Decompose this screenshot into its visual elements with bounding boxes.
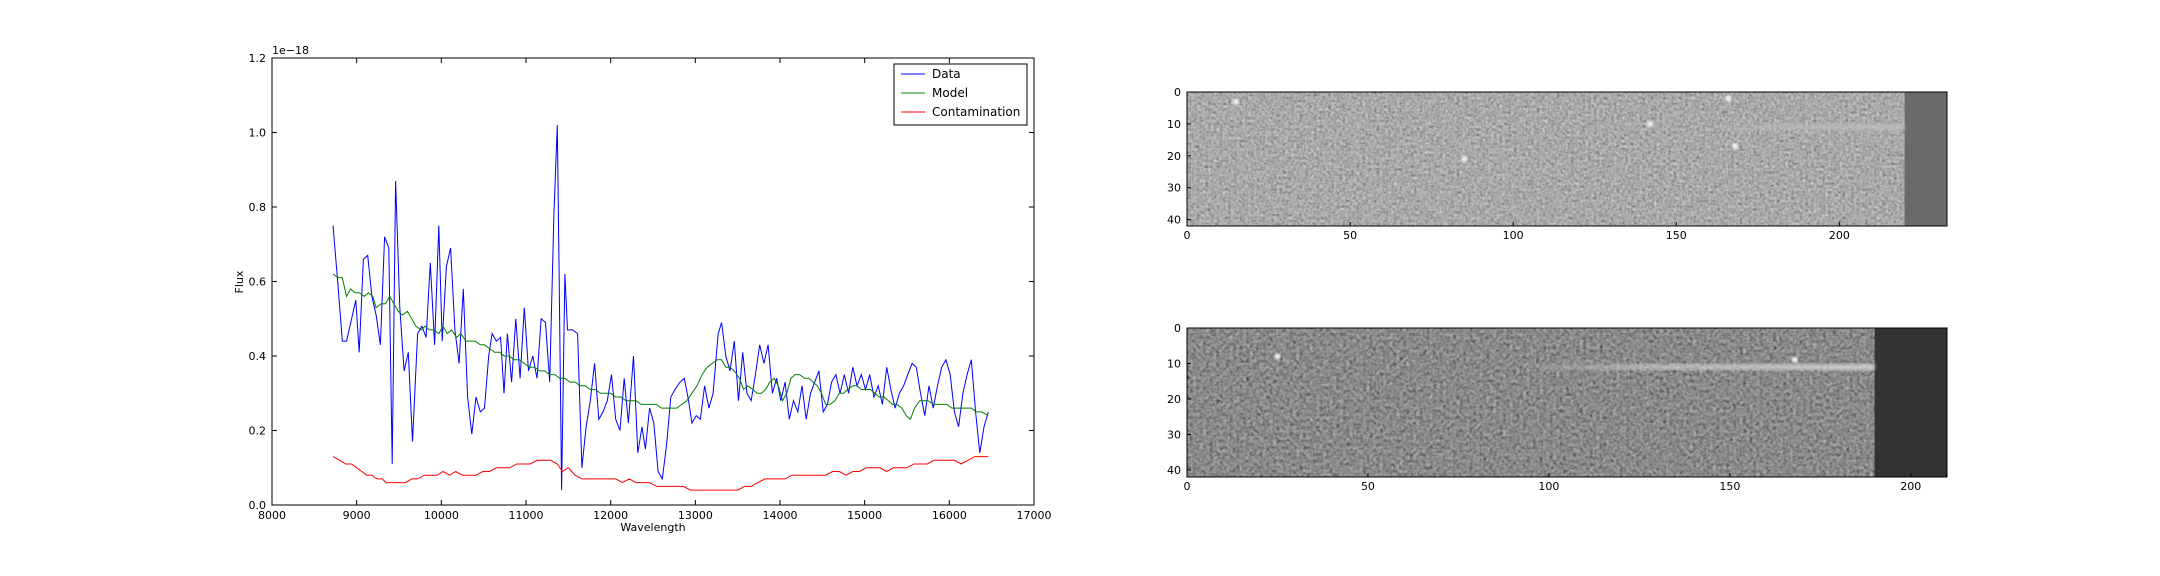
x-tick-label: 12000 [593,509,628,522]
y-tick-label: 20 [1167,150,1181,163]
bright-spot [1274,353,1281,360]
x-tick-label: 200 [1900,480,1921,493]
x-tick-label: 8000 [258,509,286,522]
spectrum-panel: 8000 9000 10000 11000 12000 13000 14000 15000 16… [233,44,1052,534]
y-tick-label: 0.4 [249,350,267,363]
x-tick-label: 10000 [424,509,459,522]
spectrum-y-label: Flux [233,270,246,293]
y-tick-label: 20 [1167,393,1181,406]
y-tick-label: 40 [1167,214,1181,227]
image-top-frame [1186,91,1948,227]
y-tick-label: 0.6 [249,276,267,289]
spectral-trace [1708,124,1905,131]
spectrum-y-multiplier: 1e−18 [272,44,309,57]
padded-region [1874,328,1947,477]
y-tick-label: 30 [1167,182,1181,195]
legend-label-data: Data [932,67,961,81]
x-tick-label: 150 [1719,480,1740,493]
y-tick-label: 1.0 [249,127,267,140]
image-bottom-noise [1187,328,1877,477]
x-tick-label: 11000 [509,509,544,522]
image-panel-bottom: 0 50 100 150 200 0 10 20 30 40 [1167,322,1948,493]
y-tick-label: 30 [1167,428,1181,441]
image-bottom-axes: 0 50 100 150 200 0 10 20 30 40 [1167,322,1921,493]
bright-spot [1731,143,1738,150]
legend-label-model: Model [932,86,968,100]
series-line-model [332,273,989,421]
x-tick-label: 0 [1184,229,1191,242]
x-tick-label: 16000 [932,509,967,522]
spectrum-x-label: Wavelength [620,521,685,534]
x-tick-label: 15000 [847,509,882,522]
padded-region [1904,92,1947,226]
bright-spot [1461,156,1468,162]
y-tick-label: 10 [1167,357,1181,370]
x-tick-label: 100 [1538,480,1559,493]
bright-spot [1232,98,1239,105]
image-top-features [1232,92,1947,226]
y-tick-label: 0 [1174,86,1181,99]
image-bottom-frame [1186,327,1948,478]
image-panel-top: 0 50 100 150 200 0 10 20 30 40 [1167,86,1948,242]
image-bottom-features [1274,328,1947,477]
x-tick-label: 13000 [678,509,713,522]
series-line-data [332,124,989,491]
series-line-contamination [332,456,989,491]
y-tick-label: 1.2 [249,52,267,65]
y-tick-label: 40 [1167,464,1181,477]
x-tick-label: 14000 [763,509,798,522]
spectrum-series [332,124,989,491]
y-tick-label: 0 [1174,322,1181,335]
spectrum-legend: Data Model Contamination [893,63,1028,126]
legend-label-contamination: Contamination [932,105,1020,119]
x-tick-label: 100 [1503,229,1524,242]
x-tick-label: 200 [1829,229,1850,242]
x-tick-label: 9000 [343,509,371,522]
y-tick-label: 10 [1167,118,1181,131]
y-tick-label: 0.2 [249,425,267,438]
spectral-trace [1512,364,1875,371]
y-tick-label: 0.0 [249,499,267,512]
image-top-noise [1187,92,1907,226]
spectrum-frame [271,57,1035,506]
image-top-axes: 0 50 100 150 200 0 10 20 30 40 [1167,86,1850,242]
y-tick-label: 0.8 [249,201,267,214]
x-tick-label: 50 [1343,229,1357,242]
spectrum-axes: 8000 9000 10000 11000 12000 13000 14000 15000 16… [249,52,1052,522]
bright-spot [1725,95,1732,102]
x-tick-label: 0 [1184,480,1191,493]
bright-spot [1647,120,1654,127]
x-tick-label: 150 [1666,229,1687,242]
x-tick-label: 50 [1361,480,1375,493]
x-tick-label: 17000 [1017,509,1052,522]
bright-spot [1792,356,1798,363]
